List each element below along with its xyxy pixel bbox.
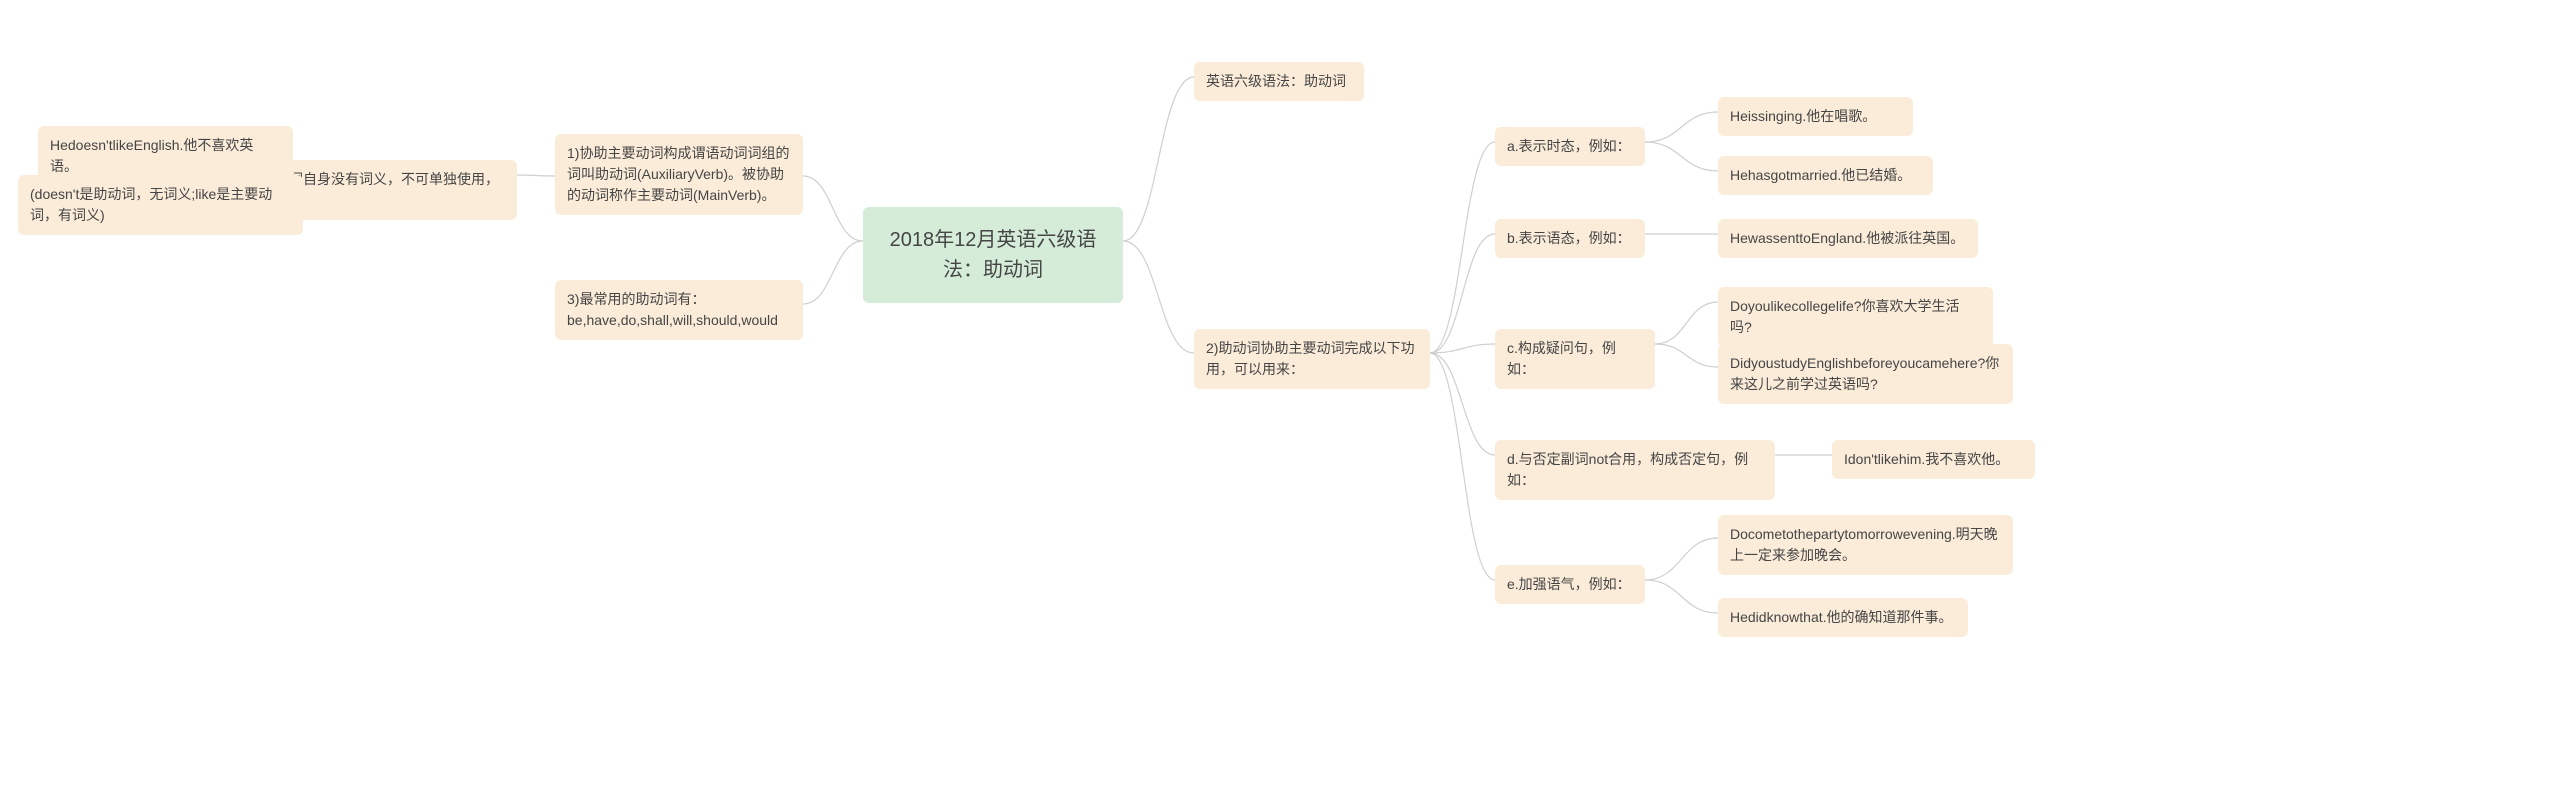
node-rb-a: a.表示时态，例如：	[1495, 127, 1645, 166]
node-right-functions: 2)助动词协助主要动词完成以下功用，可以用来：	[1194, 329, 1430, 389]
node-rb-c1: Doyoulikecollegelife?你喜欢大学生活吗?	[1718, 287, 1993, 347]
node-rb-e: e.加强语气，例如：	[1495, 565, 1645, 604]
node-rb-a1: Heissinging.他在唱歌。	[1718, 97, 1913, 136]
node-left-def: 1)协助主要动词构成谓语动词词组的词叫助动词(AuxiliaryVerb)。被协…	[555, 134, 803, 215]
node-left-common: 3)最常用的助动词有：be,have,do,shall,will,should,…	[555, 280, 803, 340]
root-node: 2018年12月英语六级语法：助动词	[863, 207, 1123, 303]
node-rb-e1: Docometothepartytomorrowevening.明天晚上一定来参…	[1718, 515, 2013, 575]
node-rb-d1: Idon'tlikehim.我不喜欢他。	[1832, 440, 2035, 479]
connectors-layer	[0, 0, 2560, 793]
node-left-ex2: (doesn't是助动词，无词义;like是主要动词，有词义)	[18, 175, 303, 235]
node-rb-b: b.表示语态，例如：	[1495, 219, 1645, 258]
node-rb-a2: Hehasgotmarried.他已结婚。	[1718, 156, 1933, 195]
node-rb-b1: HewassenttoEngland.他被派往英国。	[1718, 219, 1978, 258]
node-rb-d: d.与否定副词not合用，构成否定句，例如：	[1495, 440, 1775, 500]
node-rb-c: c.构成疑问句，例如：	[1495, 329, 1655, 389]
node-rb-e2: Hedidknowthat.他的确知道那件事。	[1718, 598, 1968, 637]
node-right-title: 英语六级语法：助动词	[1194, 62, 1364, 101]
node-rb-c2: DidyoustudyEnglishbeforeyoucamehere?你来这儿…	[1718, 344, 2013, 404]
